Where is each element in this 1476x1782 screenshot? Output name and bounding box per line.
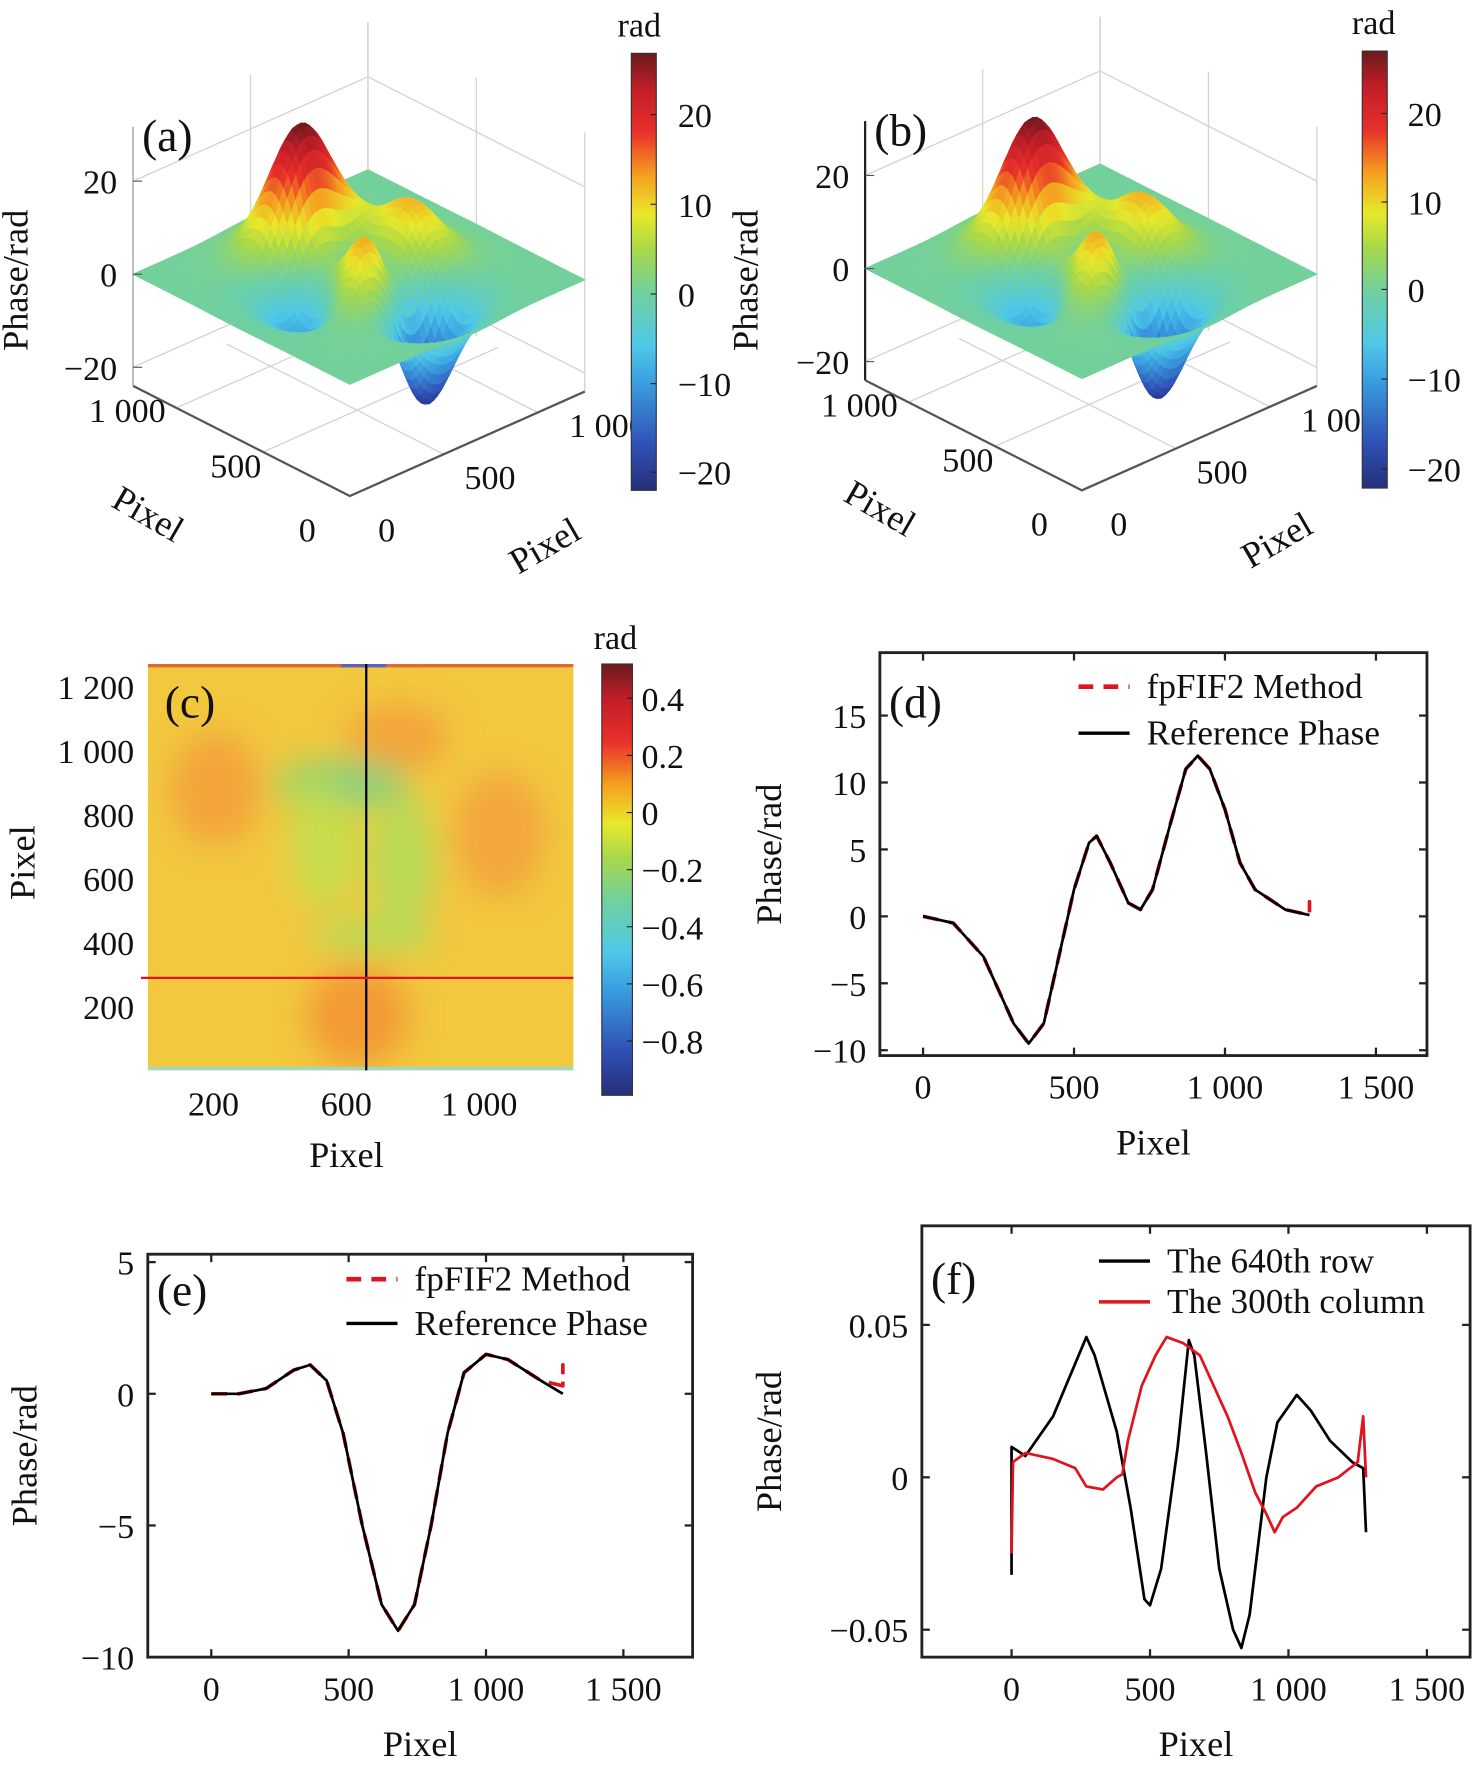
z-axis-label: Phase/rad bbox=[0, 210, 35, 351]
left-tick-label: 1 000 bbox=[89, 393, 166, 430]
right-tick-label: 0 bbox=[378, 512, 395, 549]
z-tick-label: 20 bbox=[83, 165, 117, 202]
colorbar-label: rad bbox=[618, 7, 661, 44]
gridline bbox=[262, 346, 499, 453]
colorbar-tick-label: −10 bbox=[678, 367, 731, 404]
colorbar-tick-label: 10 bbox=[678, 188, 712, 225]
surface bbox=[131, 122, 586, 405]
gridline bbox=[226, 343, 445, 455]
colorbar-tick-label: 20 bbox=[678, 98, 712, 135]
z-tick-label: −20 bbox=[64, 351, 117, 388]
panel-label: (a) bbox=[142, 111, 192, 161]
x-axis-label: Pixel bbox=[502, 510, 587, 582]
y-axis-label: Pixel bbox=[106, 478, 191, 550]
left-tick-label: 0 bbox=[299, 512, 316, 549]
left-tick-label: 500 bbox=[210, 448, 261, 485]
right-tick-label: 500 bbox=[464, 460, 515, 497]
colorbar-tick-label: 0 bbox=[678, 277, 695, 314]
colorbar bbox=[630, 52, 657, 491]
z-tick-label: 0 bbox=[100, 258, 117, 295]
floor-axes bbox=[132, 384, 586, 498]
colorbar-tick-label: −20 bbox=[678, 456, 731, 493]
surface bbox=[864, 116, 1318, 399]
